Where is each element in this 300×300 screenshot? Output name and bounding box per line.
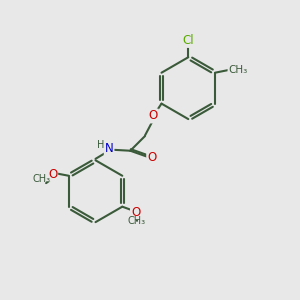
Text: Cl: Cl (182, 34, 194, 47)
Text: H: H (97, 140, 104, 150)
Text: CH₃: CH₃ (32, 174, 50, 184)
Text: O: O (148, 110, 158, 122)
Text: CH₃: CH₃ (228, 65, 248, 75)
Text: O: O (48, 168, 57, 181)
Text: O: O (147, 151, 156, 164)
Text: N: N (105, 142, 113, 155)
Text: O: O (131, 206, 140, 219)
Text: CH₃: CH₃ (128, 216, 146, 226)
